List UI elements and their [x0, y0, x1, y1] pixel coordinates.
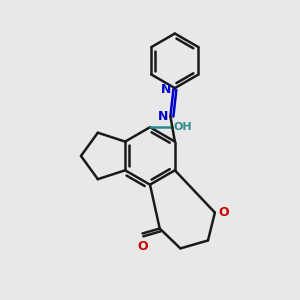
Text: N: N [161, 83, 171, 96]
Text: O: O [137, 240, 148, 253]
Text: OH: OH [174, 122, 192, 132]
Text: O: O [218, 206, 229, 219]
Text: N: N [158, 110, 168, 123]
